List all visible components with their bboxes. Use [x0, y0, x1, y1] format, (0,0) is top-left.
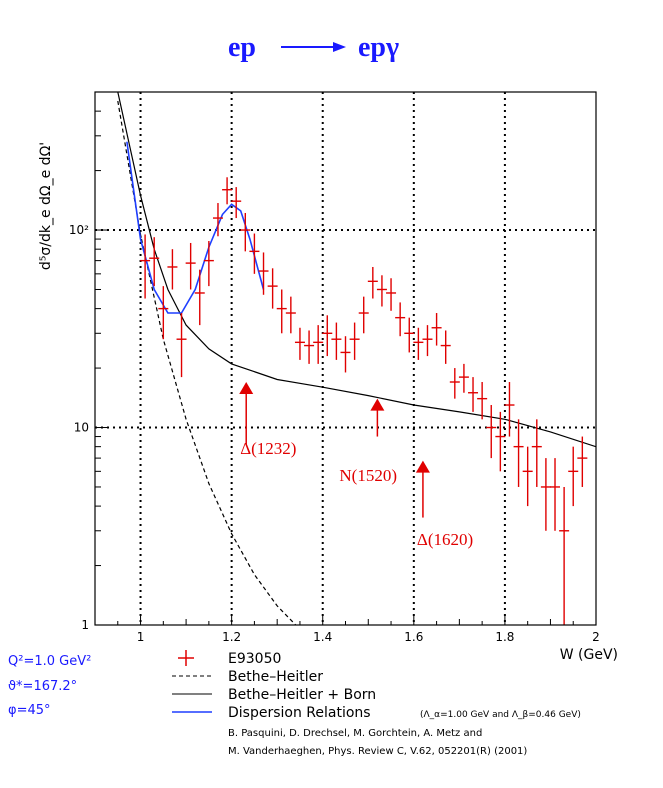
- data-point: [203, 240, 214, 287]
- resonance-label: N(1520): [339, 466, 397, 485]
- grid: [95, 92, 596, 625]
- data-point: [249, 233, 260, 274]
- annotation-layer: Δ(1232) N(1520) Δ(1620): [239, 382, 473, 549]
- data-point: [340, 336, 351, 373]
- title-left: ep: [228, 32, 256, 63]
- data-point: [486, 405, 497, 459]
- series-layer: [117, 92, 596, 625]
- data-point: [577, 436, 588, 487]
- data-point: [194, 269, 205, 326]
- title-arrow-icon: [333, 42, 346, 52]
- legend-label-dr: Dispersion Relations: [228, 705, 371, 721]
- x-tick-label: 2: [592, 630, 600, 644]
- data-point: [240, 212, 251, 252]
- data-point: [367, 266, 378, 299]
- data-point: [167, 249, 178, 290]
- data-point: [294, 327, 305, 360]
- data-point: [231, 187, 242, 219]
- data-point: [413, 327, 424, 360]
- data-point: [158, 286, 169, 340]
- data-point: [285, 296, 296, 334]
- data-point: [540, 458, 551, 531]
- data-point: [468, 377, 479, 412]
- data-point: [477, 382, 488, 420]
- legend-label-bh-born: Bethe–Heitler + Born: [228, 687, 376, 703]
- x-tick-label: 1.6: [404, 630, 423, 644]
- data-point: [522, 446, 533, 507]
- resonance-marker: Δ(1620): [415, 460, 473, 549]
- data-point: [568, 446, 579, 507]
- data-point: [258, 252, 269, 295]
- data-point: [504, 382, 515, 437]
- param-q2: Q²=1.0 GeV²: [8, 654, 91, 669]
- data-point: [422, 325, 433, 357]
- data-point: [458, 363, 469, 393]
- y-tick-label: 10: [74, 421, 89, 435]
- data-point: [440, 330, 451, 364]
- legend-dr-note: (Λ_α=1.00 GeV and Λ_β=0.46 GeV): [420, 710, 581, 720]
- data-point: [185, 242, 196, 290]
- data-point: [559, 486, 570, 625]
- x-axis-label: W (GeV): [560, 647, 618, 663]
- data-point: [313, 325, 324, 364]
- data-point: [176, 313, 187, 378]
- up-arrow-icon: [415, 460, 430, 473]
- legend: E93050 Bethe–Heitler Bethe–Heitler + Bor…: [172, 650, 581, 757]
- series-line-bethe-heitler-born: [117, 92, 596, 448]
- legend-label-data: E93050: [228, 651, 281, 667]
- param-theta: ϑ*=167.2°: [8, 679, 77, 694]
- data-point: [276, 289, 287, 334]
- data-point: [531, 419, 542, 487]
- citation-line-2: M. Vanderhaeghen, Phys. Review C, V.62, …: [228, 746, 527, 757]
- data-point: [376, 275, 387, 307]
- data-point: [449, 368, 460, 399]
- up-arrow-icon: [239, 382, 254, 395]
- title-right: epγ: [358, 32, 399, 63]
- data-point: [358, 296, 369, 334]
- up-arrow-icon: [370, 398, 385, 411]
- y-axis-label: d⁵σ/dk_e dΩ_e dΩ': [38, 142, 54, 270]
- tick-layer: 1 1.2 1.4 1.6 1.8 2 1 10 10²: [69, 91, 600, 644]
- legend-label-bh: Bethe–Heitler: [228, 669, 323, 685]
- data-point: [140, 234, 151, 299]
- resonance-label: Δ(1232): [240, 439, 296, 458]
- resonance-label: Δ(1620): [417, 530, 473, 549]
- series-line-bethe-heitler: [117, 100, 297, 625]
- y-tick-label: 1: [81, 618, 89, 632]
- data-point: [550, 458, 561, 531]
- y-tick-label: 10²: [69, 223, 89, 237]
- data-point: [331, 322, 342, 360]
- data-point: [386, 278, 397, 311]
- data-point: [495, 411, 506, 472]
- data-point: [349, 322, 360, 360]
- data-point: [149, 237, 160, 287]
- param-phi: φ=45°: [8, 703, 51, 718]
- data-point: [395, 302, 406, 337]
- resonance-marker: N(1520): [339, 398, 397, 485]
- data-point: [304, 330, 315, 364]
- data-point: [212, 203, 223, 237]
- data-point: [322, 315, 333, 357]
- data-point: [267, 268, 278, 309]
- x-tick-label: 1.2: [222, 630, 241, 644]
- data-point: [222, 177, 233, 205]
- data-point: [513, 419, 524, 487]
- resonance-marker: Δ(1232): [239, 382, 296, 458]
- x-tick-label: 1.4: [313, 630, 332, 644]
- data-point: [404, 317, 415, 353]
- x-tick-label: 1.8: [495, 630, 514, 644]
- citation-line-1: B. Pasquini, D. Drechsel, M. Gorchtein, …: [228, 728, 482, 739]
- x-tick-label: 1: [137, 630, 145, 644]
- series-line-dispersion-relations: [126, 141, 265, 314]
- data-point: [431, 313, 442, 346]
